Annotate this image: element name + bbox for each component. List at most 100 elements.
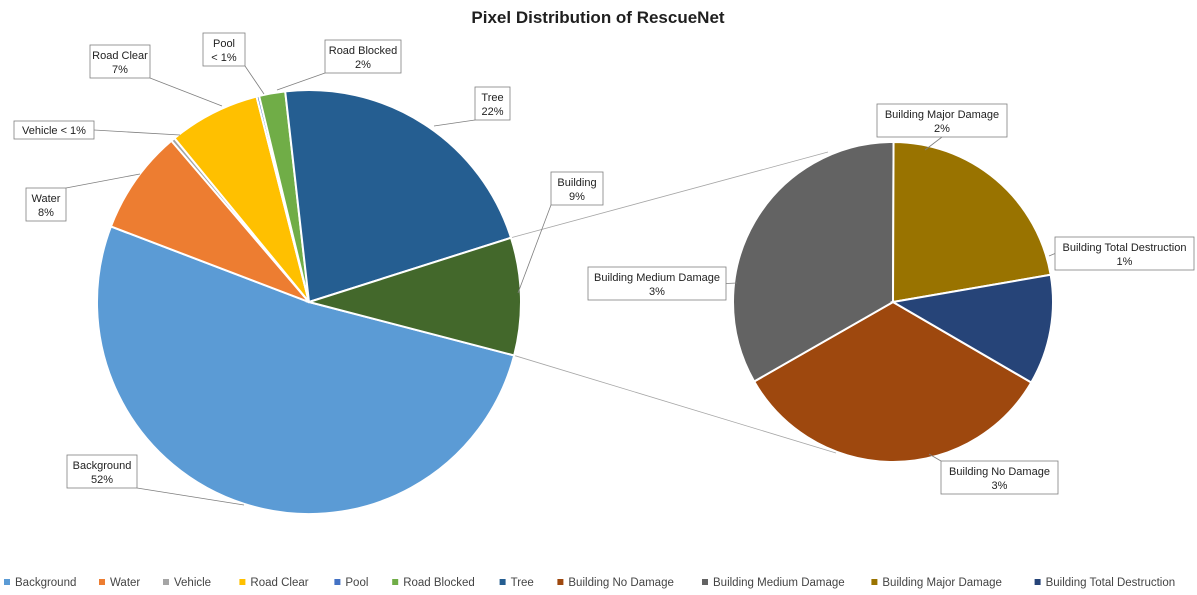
data-label-vehicle: Vehicle < 1% bbox=[13, 120, 181, 140]
connector-line-bottom bbox=[514, 355, 837, 454]
legend-swatch-pool bbox=[334, 579, 341, 585]
data-label-road-blocked: Road Blocked 2% bbox=[276, 39, 402, 91]
legend-swatch-background bbox=[4, 579, 10, 585]
label-value-water: 8% bbox=[38, 207, 54, 219]
data-label-water: Water 8% bbox=[25, 173, 141, 222]
data-label-building-no-damage: Building No Damage 3% bbox=[928, 453, 1059, 495]
label-box-pool bbox=[202, 32, 246, 67]
label-name-building-medium-damage: Building Medium Damage bbox=[594, 272, 720, 284]
data-label-background: Background 52% bbox=[66, 454, 245, 506]
label-value-building-medium-damage: 3% bbox=[649, 286, 665, 298]
legend-label-building-major-damage: Building Major Damage bbox=[882, 577, 1002, 589]
legend-swatch-road-blocked bbox=[392, 579, 399, 585]
main-slice-water bbox=[109, 139, 310, 303]
leader-line-building-major-damage bbox=[924, 136, 943, 151]
data-label-road-clear: Road Clear 7% bbox=[89, 44, 223, 107]
label-value-building: 9% bbox=[569, 191, 585, 203]
label-name-pool: Pool bbox=[213, 38, 235, 50]
legend-swatch-road-clear bbox=[239, 579, 246, 585]
main-slice-background bbox=[96, 225, 516, 516]
legend-label-building-no-damage: Building No Damage bbox=[568, 577, 673, 589]
label-value-pool: < 1% bbox=[211, 52, 237, 64]
legend-item-tree: Tree bbox=[499, 577, 534, 589]
label-box-water bbox=[25, 187, 67, 222]
leader-line-building-medium-damage bbox=[725, 282, 738, 284]
legend-item-road-clear: Road Clear bbox=[239, 577, 309, 589]
label-box-road-blocked bbox=[324, 39, 402, 74]
data-label-building-major-damage: Building Major Damage 2% bbox=[876, 103, 1008, 151]
secondary-pie bbox=[732, 140, 1054, 463]
legend-label-building-total-destruction: Building Total Destruction bbox=[1046, 577, 1176, 589]
legend-label-pool: Pool bbox=[345, 577, 368, 589]
legend-swatch-building-total-destruction bbox=[1034, 579, 1041, 585]
data-label-building-medium-damage: Building Medium Damage 3% bbox=[587, 266, 738, 301]
leader-line-building-no-damage bbox=[928, 453, 942, 462]
secondary-slice-building-major-damage bbox=[891, 140, 1052, 304]
label-value-building-no-damage: 3% bbox=[992, 480, 1008, 492]
legend-label-road-blocked: Road Blocked bbox=[403, 577, 475, 589]
legend-item-building-major-damage: Building Major Damage bbox=[871, 577, 1002, 589]
leader-line-water bbox=[65, 173, 141, 189]
label-box-vehicle bbox=[13, 120, 95, 140]
label-value-tree: 22% bbox=[481, 106, 503, 118]
main-pie bbox=[96, 89, 522, 516]
legend-swatch-tree bbox=[499, 579, 506, 585]
legend-label-road-clear: Road Clear bbox=[250, 577, 308, 589]
secondary-slice-building-medium-damage bbox=[732, 140, 895, 383]
label-value-building-major-damage: 2% bbox=[934, 123, 950, 135]
legend-item-building-medium-damage: Building Medium Damage bbox=[702, 577, 845, 589]
leader-line-tree bbox=[433, 119, 476, 127]
data-label-building: Building 9% bbox=[517, 171, 604, 294]
leader-line-pool bbox=[244, 65, 265, 95]
main-slice-tree bbox=[284, 89, 513, 304]
legend-item-pool: Pool bbox=[334, 577, 368, 589]
label-box-building bbox=[550, 171, 604, 206]
data-label-building-total-destruction: Building Total Destruction 1% bbox=[1048, 236, 1195, 271]
data-label-pool: Pool < 1% bbox=[202, 32, 265, 95]
legend-label-water: Water bbox=[110, 577, 140, 589]
label-box-road-clear bbox=[89, 44, 151, 79]
label-name-road-clear: Road Clear bbox=[92, 50, 148, 62]
leader-line-building bbox=[517, 204, 552, 294]
label-box-building-total-destruction bbox=[1054, 236, 1195, 271]
label-name-road-blocked: Road Blocked bbox=[329, 45, 398, 57]
legend-item-building-total-destruction: Building Total Destruction bbox=[1034, 577, 1176, 589]
legend-item-building-no-damage: Building No Damage bbox=[557, 577, 674, 589]
label-value-building-total-destruction: 1% bbox=[1117, 256, 1133, 268]
main-slice-building bbox=[305, 236, 522, 357]
legend-item-background: Background bbox=[4, 577, 76, 589]
legend-swatch-building-medium-damage bbox=[702, 579, 708, 585]
label-box-building-no-damage bbox=[940, 460, 1059, 495]
legend-item-road-blocked: Road Blocked bbox=[392, 577, 475, 589]
label-box-tree bbox=[474, 86, 511, 121]
legend-label-tree: Tree bbox=[511, 577, 534, 589]
label-box-building-medium-damage bbox=[587, 266, 727, 301]
leader-line-background bbox=[136, 487, 245, 506]
leader-line-building-total-destruction bbox=[1048, 253, 1056, 257]
label-box-background bbox=[66, 454, 138, 489]
leader-line-vehicle bbox=[93, 129, 181, 136]
legend-swatch-building-major-damage bbox=[871, 579, 878, 585]
data-labels: Background 52% Water 8% Vehicle < 1% Road Cle… bbox=[13, 32, 1195, 506]
legend-swatch-vehicle bbox=[163, 579, 169, 585]
series-connector-lines bbox=[510, 151, 837, 454]
legend-swatch-building-no-damage bbox=[557, 579, 564, 585]
data-label-tree: Tree 22% bbox=[433, 86, 511, 127]
label-name-background: Background bbox=[73, 460, 132, 472]
legend-item-water: Water bbox=[99, 577, 140, 589]
leader-line-road-clear bbox=[149, 77, 223, 107]
secondary-slice-building-total-destruction bbox=[890, 273, 1054, 384]
legend-item-vehicle: Vehicle bbox=[163, 577, 211, 589]
legend-swatch-water bbox=[99, 579, 105, 585]
leader-line-road-blocked bbox=[276, 72, 326, 91]
label-name-tree: Tree bbox=[481, 92, 503, 104]
connector-line-top bbox=[510, 151, 829, 239]
label-name-building: Building bbox=[557, 177, 596, 189]
chart-title: Pixel Distribution of RescueNet bbox=[471, 8, 724, 27]
label-name-building-no-damage: Building No Damage bbox=[949, 466, 1050, 478]
label-value-background: 52% bbox=[91, 474, 113, 486]
legend: Background Water Vehicle Road Clear Pool Road… bbox=[4, 577, 1175, 589]
label-name-water: Water bbox=[32, 193, 61, 205]
label-name-vehicle: Vehicle < 1% bbox=[22, 125, 86, 137]
